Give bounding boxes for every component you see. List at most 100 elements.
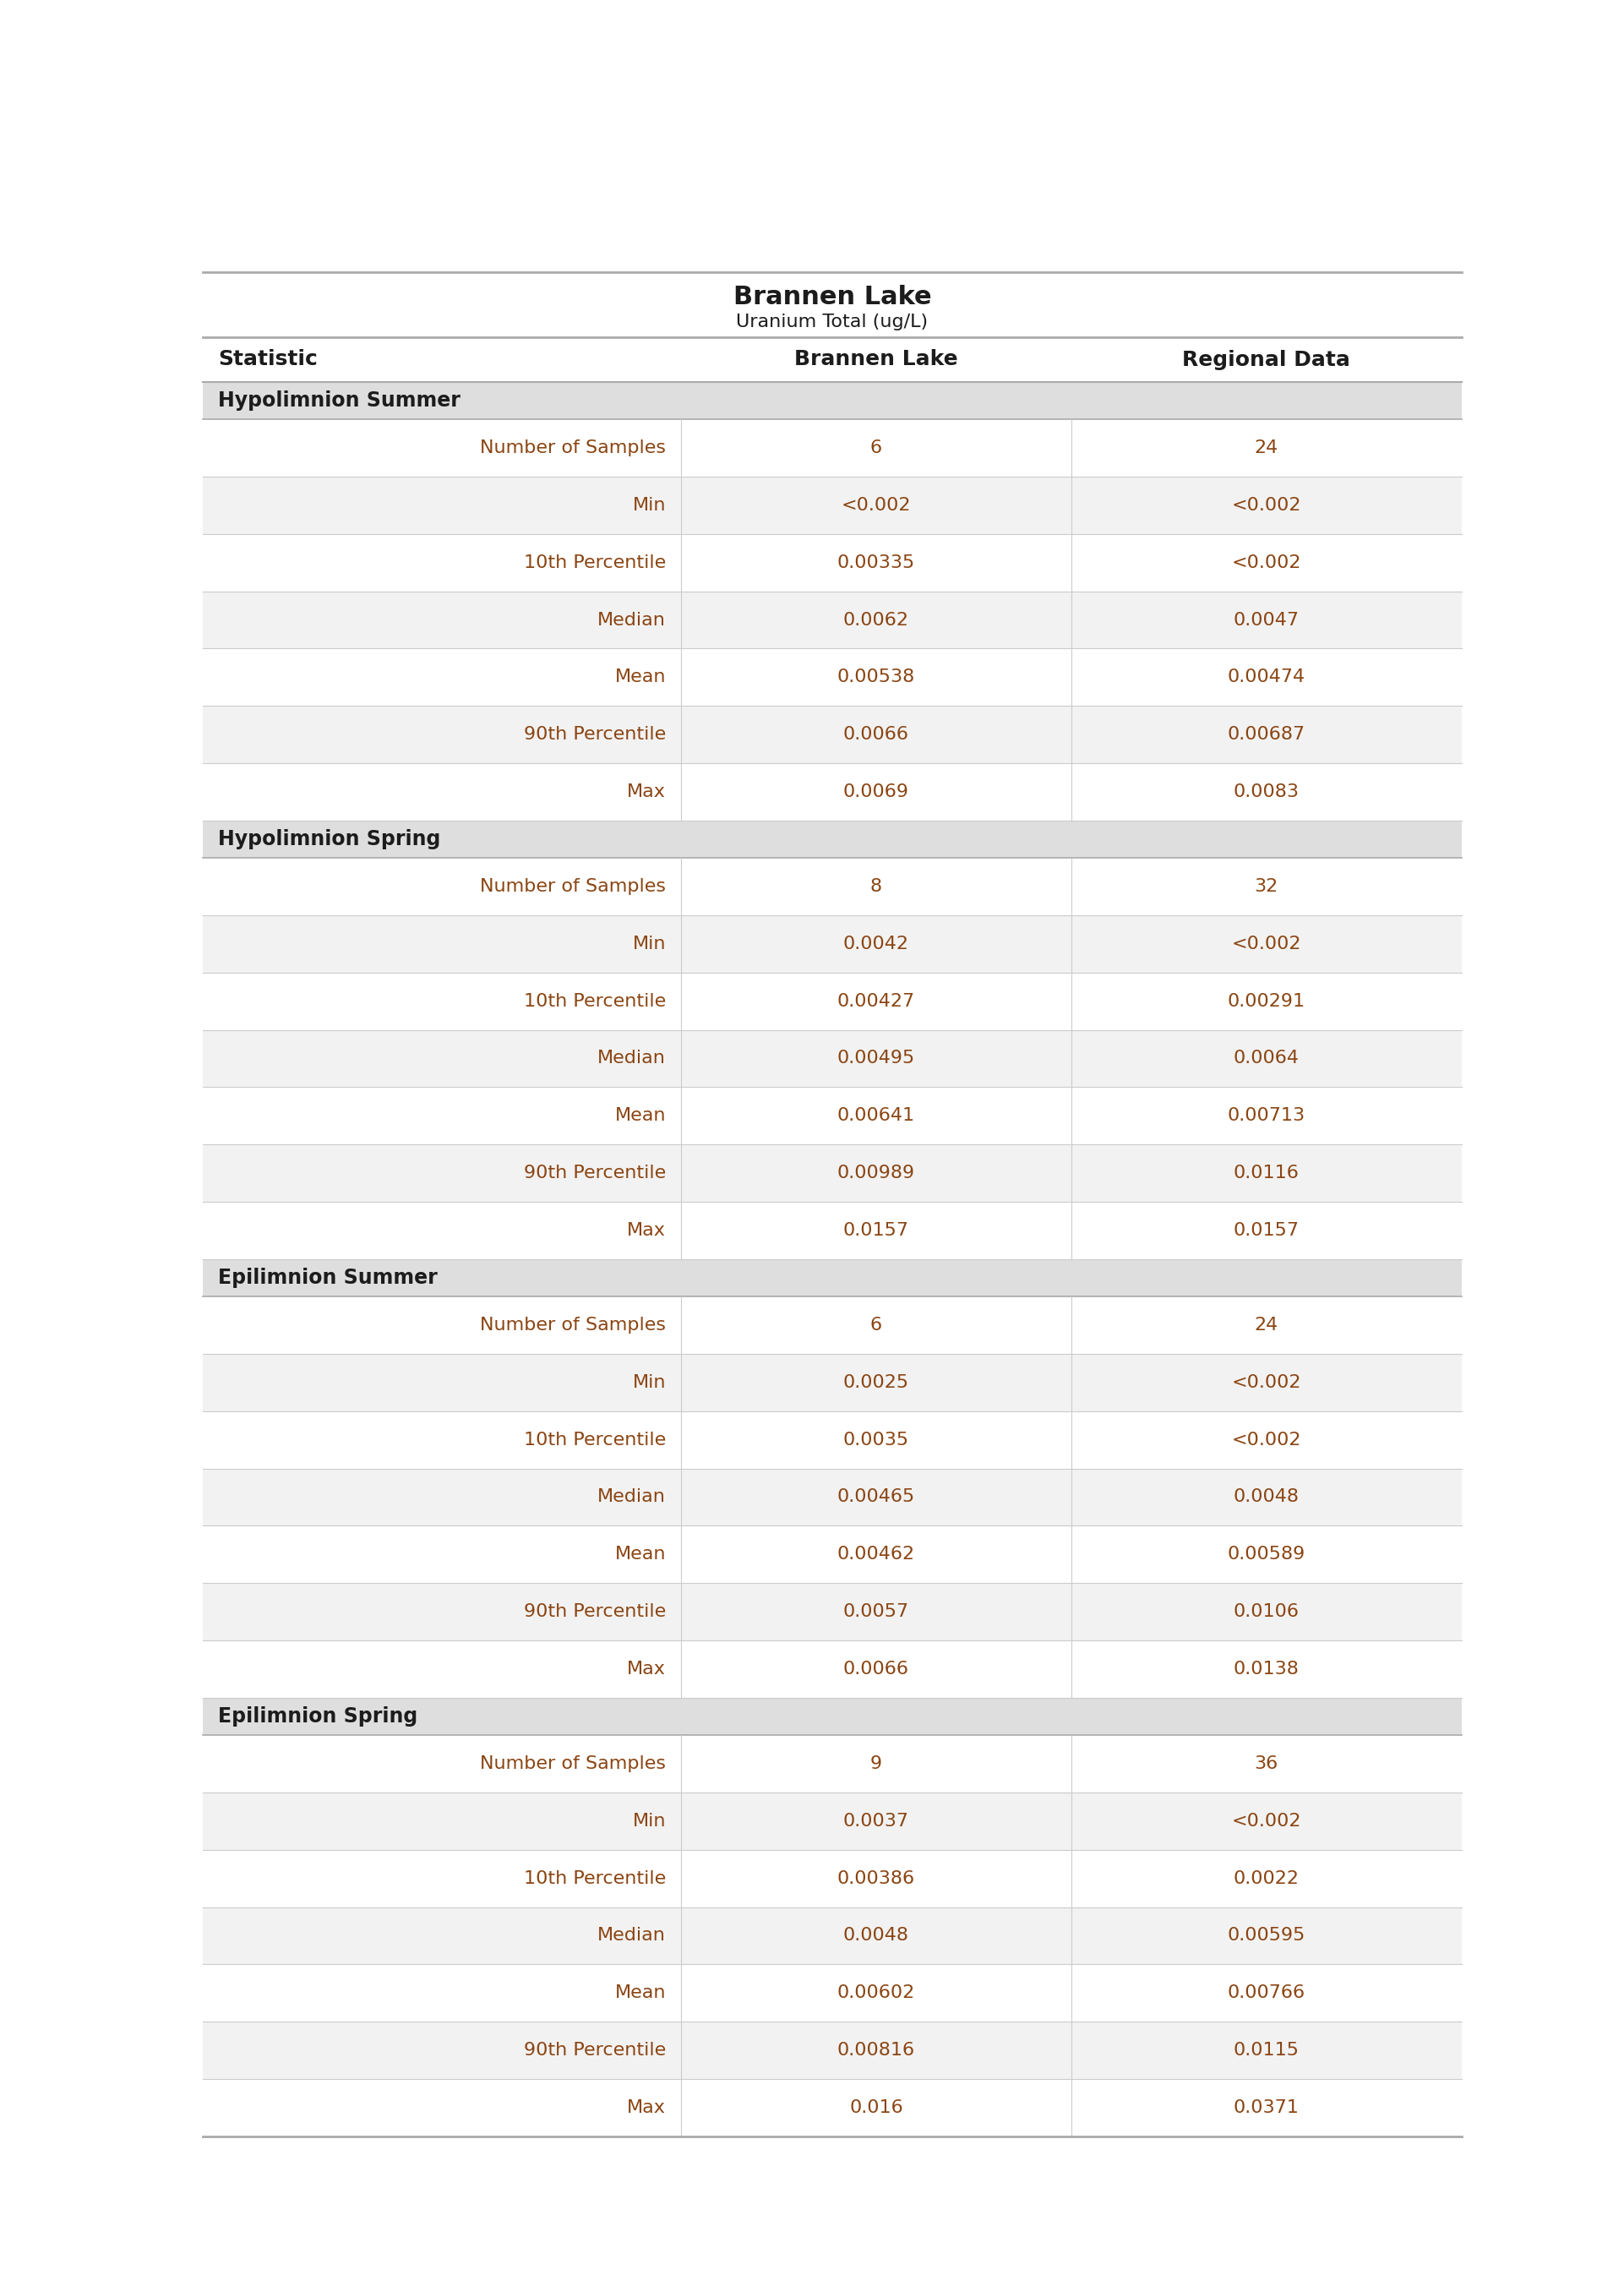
Text: 0.00386: 0.00386: [838, 1870, 914, 1886]
Text: 0.0371: 0.0371: [1234, 2100, 1299, 2116]
Bar: [203, 2079, 1462, 2136]
Bar: [203, 1582, 1462, 1641]
Text: Min: Min: [633, 1373, 666, 1392]
Text: <0.002: <0.002: [1231, 554, 1301, 572]
Text: 0.00474: 0.00474: [1228, 670, 1306, 686]
Bar: [203, 1964, 1462, 2023]
Text: Min: Min: [633, 935, 666, 953]
Text: 0.00766: 0.00766: [1228, 1984, 1306, 2002]
Text: 6: 6: [870, 1317, 882, 1335]
Text: 0.0106: 0.0106: [1234, 1603, 1299, 1621]
Text: 0.0138: 0.0138: [1234, 1659, 1299, 1678]
Text: Median: Median: [598, 611, 666, 629]
Text: Mean: Mean: [615, 1984, 666, 2002]
Bar: [203, 420, 1462, 477]
Text: Max: Max: [627, 1659, 666, 1678]
Text: 0.0048: 0.0048: [1234, 1489, 1299, 1505]
Bar: [203, 706, 1462, 763]
Text: 32: 32: [1254, 878, 1278, 894]
Text: Min: Min: [633, 497, 666, 513]
Text: 0.0066: 0.0066: [843, 1659, 909, 1678]
Bar: [203, 1260, 1462, 1296]
Text: 90th Percentile: 90th Percentile: [525, 1165, 666, 1180]
Text: Number of Samples: Number of Samples: [481, 440, 666, 456]
Text: 10th Percentile: 10th Percentile: [525, 1432, 666, 1448]
Text: Median: Median: [598, 1927, 666, 1943]
Text: 9: 9: [870, 1755, 882, 1773]
Text: 0.0057: 0.0057: [843, 1603, 909, 1621]
Text: Uranium Total (ug/L): Uranium Total (ug/L): [736, 313, 929, 331]
Text: 6: 6: [870, 440, 882, 456]
Text: 0.016: 0.016: [849, 2100, 903, 2116]
Text: 0.00713: 0.00713: [1228, 1108, 1306, 1124]
Text: <0.002: <0.002: [1231, 935, 1301, 953]
Text: Epilimnion Summer: Epilimnion Summer: [218, 1267, 437, 1287]
Text: 0.0037: 0.0037: [843, 1814, 909, 1830]
Bar: [203, 1296, 1462, 1353]
Text: Hypolimnion Summer: Hypolimnion Summer: [218, 390, 461, 411]
Text: <0.002: <0.002: [1231, 1814, 1301, 1830]
Text: Max: Max: [627, 1221, 666, 1239]
Bar: [203, 763, 1462, 819]
Bar: [203, 1087, 1462, 1144]
Text: 0.0064: 0.0064: [1234, 1051, 1299, 1067]
Text: 90th Percentile: 90th Percentile: [525, 1603, 666, 1621]
Text: <0.002: <0.002: [1231, 1373, 1301, 1392]
Text: Mean: Mean: [615, 1108, 666, 1124]
Bar: [203, 819, 1462, 858]
Bar: [203, 1907, 1462, 1964]
Text: Number of Samples: Number of Samples: [481, 1755, 666, 1773]
Bar: [203, 1412, 1462, 1469]
Bar: [203, 649, 1462, 706]
Bar: [203, 590, 1462, 649]
Text: 0.0047: 0.0047: [1234, 611, 1299, 629]
Text: 90th Percentile: 90th Percentile: [525, 726, 666, 742]
Text: 0.0083: 0.0083: [1234, 783, 1299, 799]
Bar: [203, 338, 1462, 381]
Bar: [203, 533, 1462, 590]
Bar: [203, 1850, 1462, 1907]
Bar: [203, 272, 1462, 338]
Text: <0.002: <0.002: [1231, 1432, 1301, 1448]
Text: 0.00816: 0.00816: [838, 2041, 914, 2059]
Text: Median: Median: [598, 1051, 666, 1067]
Bar: [203, 1144, 1462, 1201]
Text: 24: 24: [1254, 1317, 1278, 1335]
Text: 10th Percentile: 10th Percentile: [525, 554, 666, 572]
Text: 0.0025: 0.0025: [843, 1373, 909, 1392]
Text: 0.0116: 0.0116: [1234, 1165, 1299, 1180]
Text: Statistic: Statistic: [218, 350, 318, 370]
Text: 0.00291: 0.00291: [1228, 992, 1306, 1010]
Text: Brannen Lake: Brannen Lake: [732, 284, 932, 309]
Bar: [203, 1734, 1462, 1793]
Text: 0.0062: 0.0062: [843, 611, 909, 629]
Text: 0.00462: 0.00462: [838, 1546, 914, 1562]
Text: 0.00595: 0.00595: [1228, 1927, 1306, 1943]
Text: 24: 24: [1254, 440, 1278, 456]
Text: 36: 36: [1254, 1755, 1278, 1773]
Bar: [203, 1641, 1462, 1698]
Text: 0.00465: 0.00465: [838, 1489, 916, 1505]
Text: 0.00641: 0.00641: [838, 1108, 914, 1124]
Bar: [203, 858, 1462, 915]
Bar: [203, 972, 1462, 1031]
Text: Mean: Mean: [615, 670, 666, 686]
Text: 90th Percentile: 90th Percentile: [525, 2041, 666, 2059]
Bar: [203, 2023, 1462, 2079]
Text: 0.0069: 0.0069: [843, 783, 909, 799]
Bar: [203, 1469, 1462, 1525]
Text: 0.00335: 0.00335: [838, 554, 916, 572]
Text: Max: Max: [627, 2100, 666, 2116]
Text: 0.0157: 0.0157: [843, 1221, 909, 1239]
Text: 10th Percentile: 10th Percentile: [525, 992, 666, 1010]
Text: Number of Samples: Number of Samples: [481, 1317, 666, 1335]
Text: 8: 8: [870, 878, 882, 894]
Bar: [203, 1353, 1462, 1412]
Bar: [203, 1525, 1462, 1582]
Text: 0.0022: 0.0022: [1234, 1870, 1299, 1886]
Bar: [203, 381, 1462, 420]
Text: 0.00687: 0.00687: [1228, 726, 1306, 742]
Bar: [203, 1793, 1462, 1850]
Text: Epilimnion Spring: Epilimnion Spring: [218, 1707, 417, 1727]
Text: 0.0042: 0.0042: [843, 935, 909, 953]
